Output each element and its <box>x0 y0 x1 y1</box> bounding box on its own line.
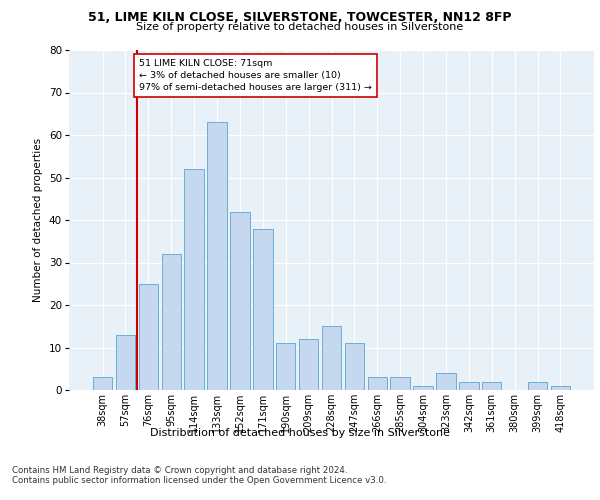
Text: Contains HM Land Registry data © Crown copyright and database right 2024.: Contains HM Land Registry data © Crown c… <box>12 466 347 475</box>
Bar <box>413 386 433 390</box>
Bar <box>436 373 455 390</box>
Bar <box>528 382 547 390</box>
Bar <box>253 228 272 390</box>
Bar <box>208 122 227 390</box>
Bar <box>459 382 479 390</box>
Y-axis label: Number of detached properties: Number of detached properties <box>34 138 43 302</box>
Text: 51, LIME KILN CLOSE, SILVERSTONE, TOWCESTER, NN12 8FP: 51, LIME KILN CLOSE, SILVERSTONE, TOWCES… <box>88 11 512 24</box>
Text: 51 LIME KILN CLOSE: 71sqm
← 3% of detached houses are smaller (10)
97% of semi-d: 51 LIME KILN CLOSE: 71sqm ← 3% of detach… <box>139 58 372 92</box>
Text: Size of property relative to detached houses in Silverstone: Size of property relative to detached ho… <box>136 22 464 32</box>
Bar <box>299 339 319 390</box>
Text: Distribution of detached houses by size in Silverstone: Distribution of detached houses by size … <box>150 428 450 438</box>
Bar <box>391 377 410 390</box>
Text: Contains public sector information licensed under the Open Government Licence v3: Contains public sector information licen… <box>12 476 386 485</box>
Bar <box>230 212 250 390</box>
Bar <box>344 343 364 390</box>
Bar <box>184 169 204 390</box>
Bar <box>93 377 112 390</box>
Bar <box>482 382 502 390</box>
Bar <box>161 254 181 390</box>
Bar <box>322 326 341 390</box>
Bar <box>116 335 135 390</box>
Bar <box>139 284 158 390</box>
Bar <box>368 377 387 390</box>
Bar <box>276 343 295 390</box>
Bar <box>551 386 570 390</box>
